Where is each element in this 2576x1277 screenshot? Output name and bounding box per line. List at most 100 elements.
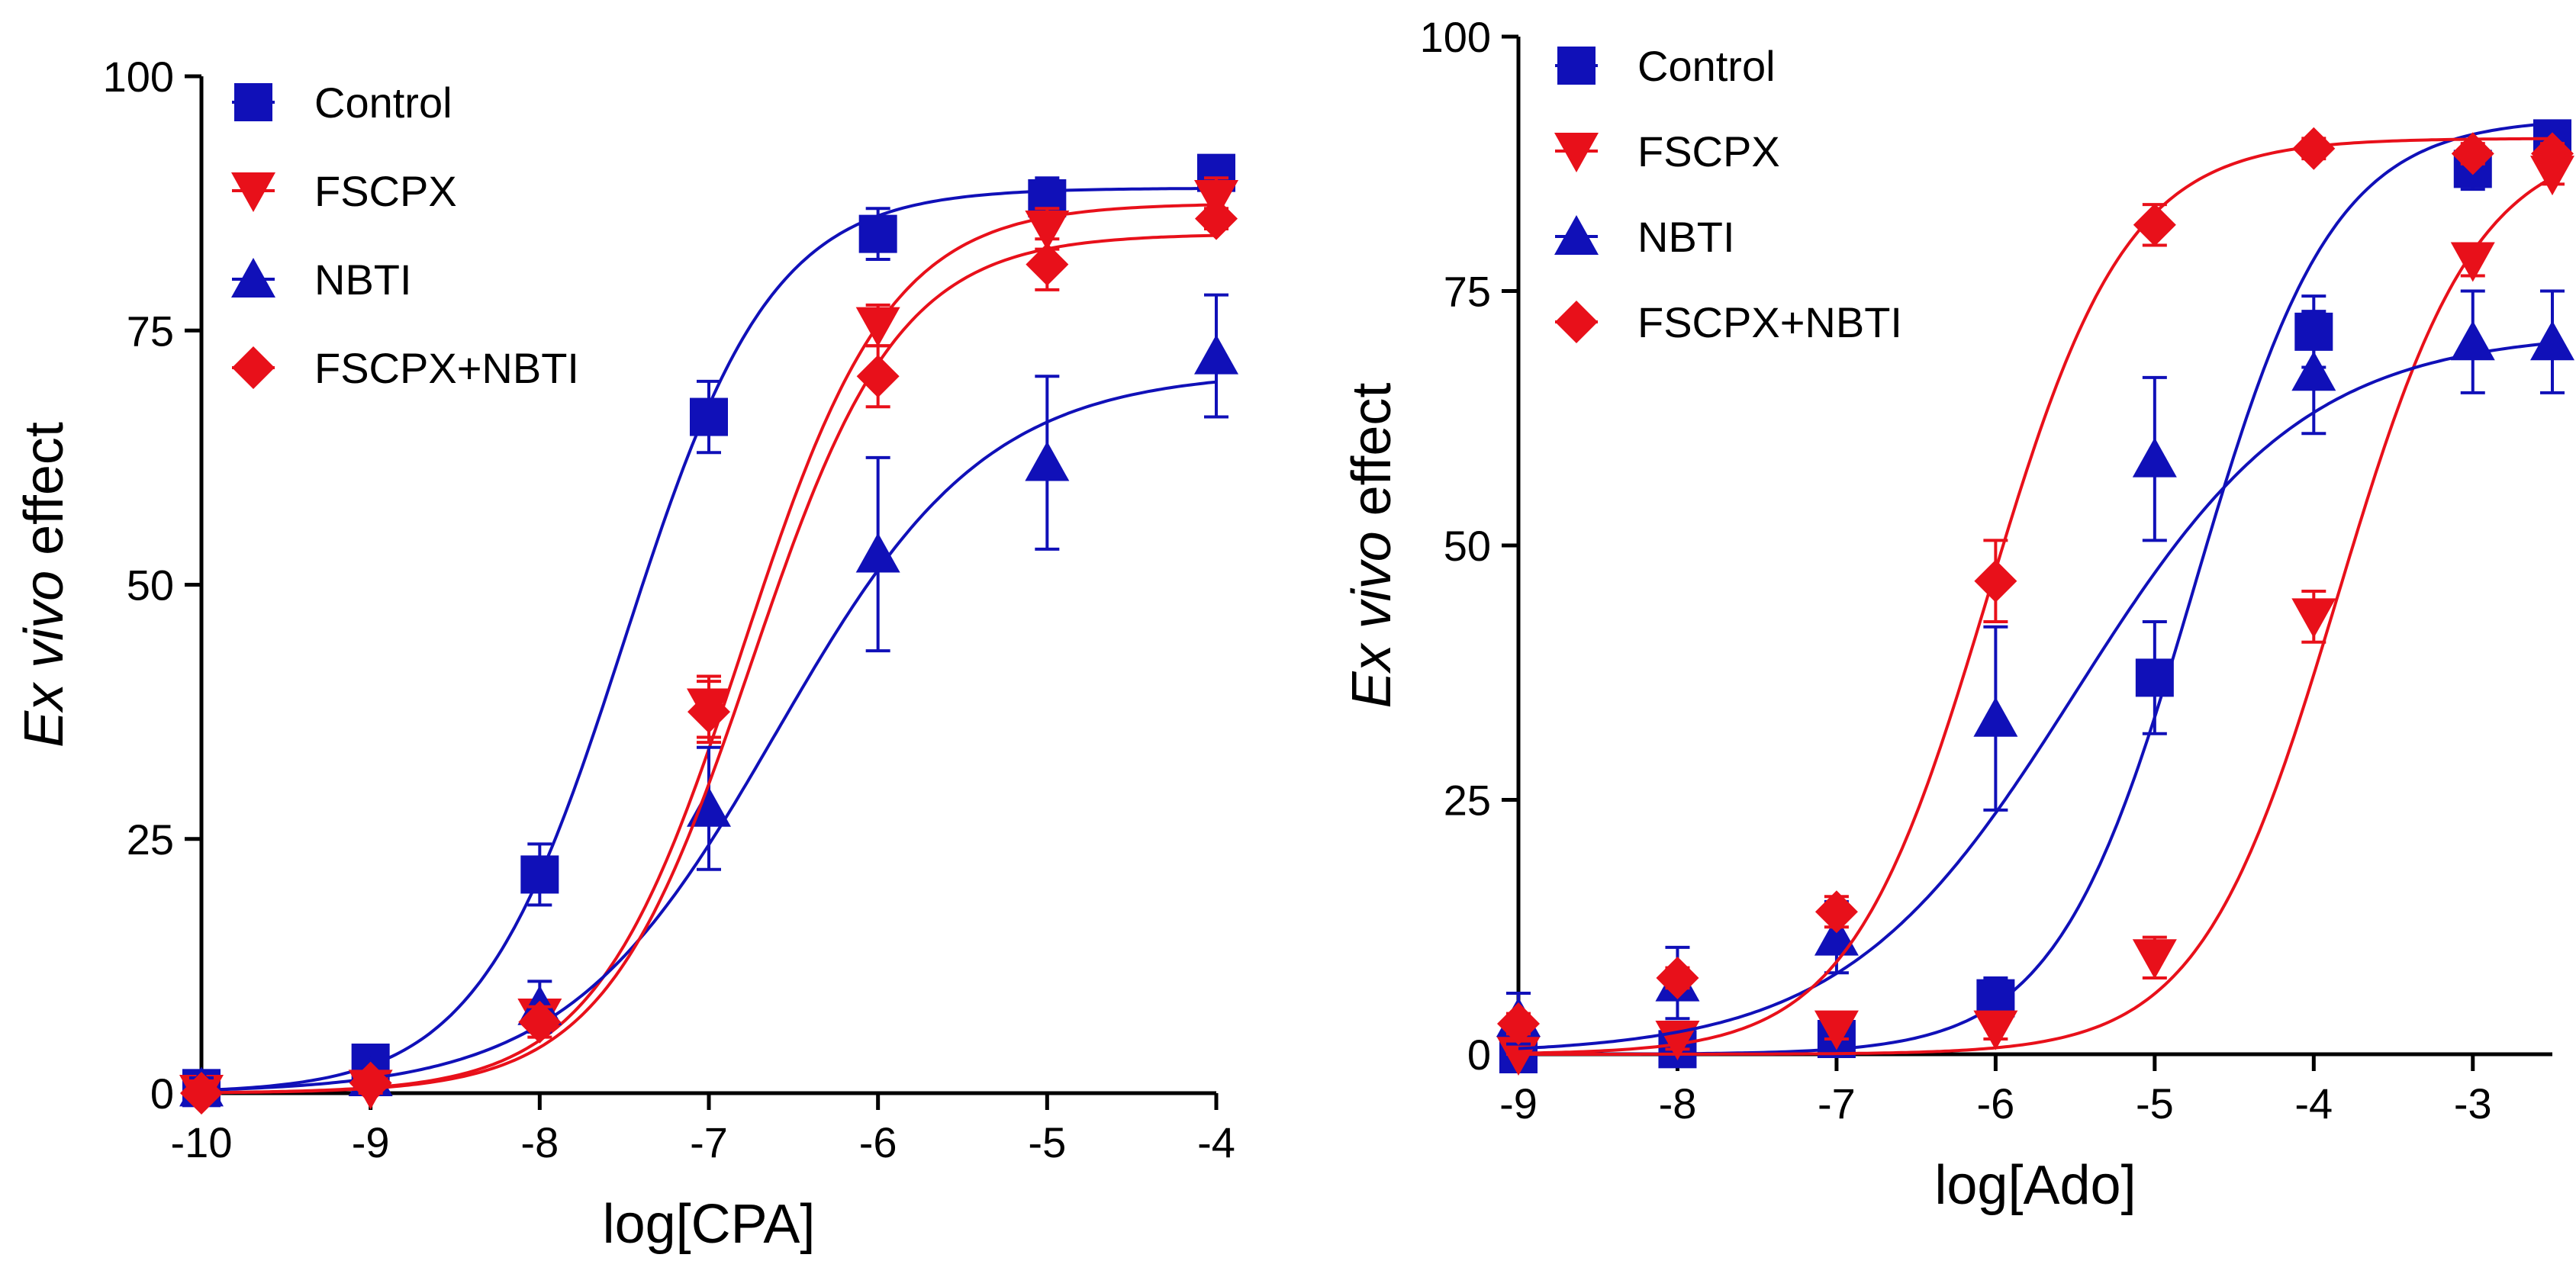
data-point	[2530, 156, 2574, 196]
legend-marker	[1557, 47, 1596, 85]
y-tick-label: 0	[150, 1070, 174, 1118]
data-point	[856, 355, 900, 398]
data-point	[1656, 956, 1699, 999]
data-point	[2292, 127, 2336, 170]
data-point	[518, 1000, 562, 1044]
data-point	[1496, 1036, 1541, 1076]
data-point	[2450, 242, 2495, 282]
data-point	[2132, 437, 2177, 478]
series-fscpx-nbti	[1497, 127, 2574, 1055]
data-point	[2133, 203, 2176, 246]
data-point	[690, 397, 728, 436]
data-point	[1973, 696, 2018, 737]
legend-marker	[1554, 133, 1599, 172]
x-tick-label: -6	[1976, 1079, 2014, 1127]
series-fscpx-nbti	[180, 197, 1238, 1115]
fit-curve	[1518, 121, 2553, 1056]
fit-curve	[201, 203, 1217, 1095]
legend-label: FSCPX+NBTI	[1637, 298, 1902, 346]
y-axis-title: Ex vivo effect	[14, 422, 75, 748]
series-fscpx	[179, 176, 1238, 1115]
y-tick-label: 50	[1444, 522, 1491, 570]
legend-entry-fscpx-nbti: FSCPX+NBTI	[1555, 298, 1902, 346]
series-control	[1499, 119, 2571, 1073]
fit-curve	[201, 187, 1216, 1092]
data-point	[2135, 658, 2174, 697]
data-point	[855, 307, 900, 347]
y-axis-title-rest: effect	[14, 422, 75, 571]
x-tick-label: -4	[2294, 1079, 2333, 1127]
legend-marker	[234, 83, 272, 121]
fit-curve	[1518, 137, 2553, 1055]
x-tick-label: -4	[1197, 1118, 1235, 1166]
data-point	[180, 1072, 223, 1115]
y-tick-label: 25	[127, 815, 174, 864]
data-point	[520, 855, 559, 894]
x-tick-label: -8	[520, 1118, 559, 1166]
data-point	[858, 214, 897, 253]
legend-entry-nbti: NBTI	[231, 256, 412, 304]
legend-entry-control: Control	[232, 79, 452, 127]
fit-curve	[1518, 341, 2553, 1050]
data-point	[1194, 334, 1238, 375]
legend-label: FSCPX+NBTI	[314, 344, 579, 392]
x-axis-title: log[Ado]	[1934, 1155, 2136, 1216]
x-tick-label: -6	[859, 1118, 897, 1166]
x-tick-label: -5	[1028, 1118, 1066, 1166]
data-point	[2531, 132, 2574, 175]
y-tick-label: 100	[103, 53, 174, 101]
fit-curve	[1518, 175, 2553, 1056]
legend-label: FSCPX	[314, 167, 457, 215]
data-point	[855, 532, 900, 573]
y-tick-label: 75	[127, 307, 174, 355]
legend-label: Control	[1637, 42, 1776, 90]
data-point	[1814, 1010, 1859, 1050]
data-point	[1497, 1002, 1540, 1045]
legend-label: FSCPX	[1637, 127, 1780, 175]
x-tick-label: -9	[352, 1118, 390, 1166]
data-point	[1025, 210, 1070, 250]
legend-entry-nbti: NBTI	[1554, 213, 1735, 261]
data-point	[349, 1061, 392, 1105]
data-point	[1026, 243, 1069, 286]
legend-label: NBTI	[314, 256, 412, 304]
x-tick-label: -5	[2136, 1079, 2174, 1127]
y-axis-title: Ex vivo effect	[1341, 383, 1402, 709]
data-point	[1195, 197, 1238, 240]
legend-marker	[231, 172, 275, 212]
y-axis-title-rest: effect	[1341, 383, 1402, 532]
data-point	[1814, 890, 1858, 934]
y-tick-label: 25	[1444, 777, 1491, 825]
data-point	[2291, 351, 2336, 391]
y-tick-label: 50	[127, 561, 174, 610]
y-tick-label: 75	[1444, 268, 1491, 316]
x-tick-label: -10	[171, 1118, 233, 1166]
x-tick-label: -9	[1499, 1079, 1538, 1127]
x-tick-label: -3	[2454, 1079, 2492, 1127]
data-point	[2132, 939, 2177, 979]
data-point	[1025, 441, 1070, 481]
left-panel-cpa: 0 25 50 75 100 -10 -9 -8 -7 -6 -5 -4 log[CPA] Ex vivo…	[14, 53, 1238, 1255]
y-tick-label: 100	[1420, 13, 1491, 61]
legend-marker	[231, 258, 275, 298]
legend-marker	[1554, 215, 1599, 255]
legend-label: Control	[314, 79, 452, 127]
legend-entry-fscpx-nbti: FSCPX+NBTI	[232, 344, 579, 392]
legend-label: NBTI	[1637, 213, 1735, 261]
legend-entry-fscpx: FSCPX	[1554, 127, 1780, 175]
data-point	[2291, 598, 2336, 638]
legend-marker	[1555, 301, 1598, 343]
legend-marker	[232, 346, 275, 389]
data-point	[2450, 320, 2495, 361]
x-tick-label: -7	[690, 1118, 728, 1166]
x-tick-label: -7	[1818, 1079, 1856, 1127]
y-axis-title-italic: Ex vivo	[1341, 531, 1402, 708]
series-fscpx	[1496, 156, 2574, 1076]
data-point	[1973, 1010, 2018, 1050]
legend-entry-control: Control	[1555, 42, 1776, 90]
x-tick-label: -8	[1659, 1079, 1697, 1127]
y-tick-label: 0	[1467, 1031, 1491, 1079]
legend-entry-fscpx: FSCPX	[231, 167, 457, 215]
series-nbti	[1496, 289, 2574, 1050]
